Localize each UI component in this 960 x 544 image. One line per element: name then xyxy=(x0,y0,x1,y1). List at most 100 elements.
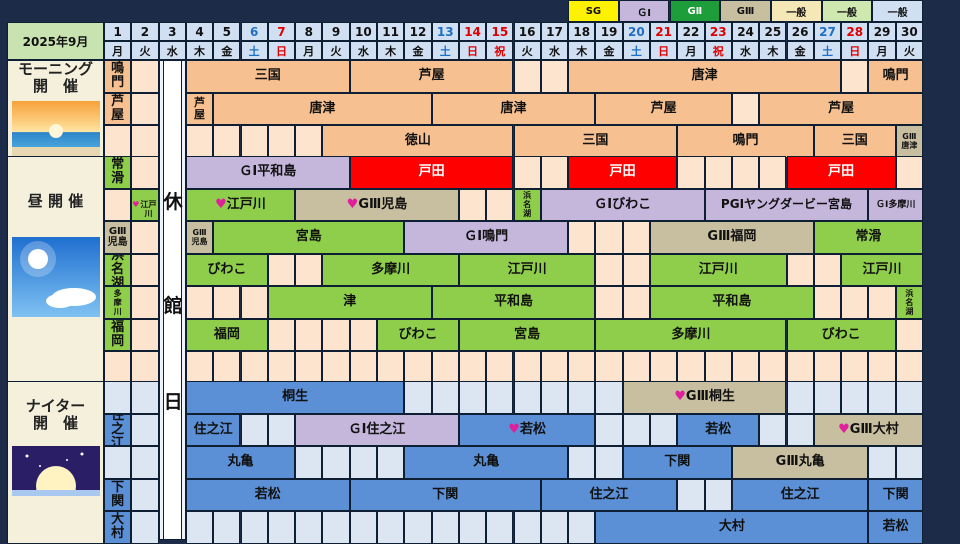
event-night-1-3[interactable]: ♥ 若松 xyxy=(458,413,596,446)
grid-cell xyxy=(322,446,350,479)
event-day-1-6[interactable]: ＧⅠ多摩川 xyxy=(868,188,923,221)
event-morning-1-1[interactable]: 芦 屋 xyxy=(185,92,214,125)
event-night-3-3[interactable]: 住之江 xyxy=(540,478,678,511)
event-morning-1-4[interactable]: 芦屋 xyxy=(595,92,732,125)
grid-cell xyxy=(267,351,296,384)
event-day-4-1[interactable]: 津 xyxy=(267,286,432,319)
day-number-21: 21 xyxy=(650,22,678,41)
event-morning-1-3[interactable]: 唐津 xyxy=(431,92,596,125)
event-night-0-1[interactable]: ♥ GⅢ桐生 xyxy=(622,381,787,414)
grid-cell xyxy=(568,511,596,544)
event-day-4-4[interactable]: 浜 名 湖 xyxy=(895,286,923,319)
event-day-1-5[interactable]: PGⅠヤングダービー宮島 xyxy=(704,188,869,221)
legend-item-6: 一般 xyxy=(872,0,923,22)
grid-cell xyxy=(568,381,596,414)
event-day-3-5[interactable]: 江戸川 xyxy=(841,253,923,286)
event-day-3-1[interactable]: びわこ xyxy=(185,253,268,286)
event-night-3-1[interactable]: 若松 xyxy=(185,478,350,511)
legend-item-4: 一般 xyxy=(770,0,822,22)
grid-cell xyxy=(759,413,787,446)
grid-cell xyxy=(431,351,459,384)
event-day-0-1[interactable]: ＧⅠ平和島 xyxy=(185,156,350,189)
event-day-0-3[interactable]: 戸田 xyxy=(568,156,678,189)
event-day-0-4[interactable]: 戸田 xyxy=(786,156,896,189)
event-night-2-1[interactable]: 丸亀 xyxy=(404,446,569,479)
grid-cell xyxy=(486,351,514,384)
event-night-3-0[interactable]: 下関 xyxy=(104,478,132,511)
event-day-2-4[interactable]: GⅢ福岡 xyxy=(650,221,814,254)
event-night-4-2[interactable]: 若松 xyxy=(868,511,923,544)
event-night-4-0[interactable]: 大村 xyxy=(104,511,132,544)
event-day-5-3[interactable]: 宮島 xyxy=(458,318,596,351)
event-day-5-4[interactable]: 多摩川 xyxy=(595,318,787,351)
weekday-12: 金 xyxy=(404,41,432,60)
event-day-5-0[interactable]: 福岡 xyxy=(104,318,132,351)
closed-day-char-0: 休 xyxy=(163,191,183,213)
event-morning-2-4[interactable]: GⅢ 唐津 xyxy=(895,125,923,158)
event-day-2-3[interactable]: ＧⅠ鳴門 xyxy=(404,221,569,254)
grid-cell xyxy=(131,156,159,189)
event-night-2-2[interactable]: 下関 xyxy=(622,446,732,479)
event-day-4-0[interactable]: 多 摩 川 xyxy=(104,286,132,319)
event-day-1-1[interactable]: ♥ 江戸川 xyxy=(185,188,296,221)
section-title-day: 昼 開 催 xyxy=(27,192,84,210)
event-morning-2-1[interactable]: 三国 xyxy=(513,125,678,158)
day-number-14: 14 xyxy=(458,22,487,41)
event-night-3-2[interactable]: 下関 xyxy=(349,478,541,511)
grid-cell xyxy=(349,351,377,384)
event-day-4-2[interactable]: 平和島 xyxy=(431,286,596,319)
event-night-1-2[interactable]: ＧⅠ住之江 xyxy=(295,413,459,446)
event-night-1-1[interactable]: 住之江 xyxy=(185,413,241,446)
event-day-2-2[interactable]: 宮島 xyxy=(213,221,405,254)
event-day-3-3[interactable]: 江戸川 xyxy=(458,253,596,286)
grid-cell xyxy=(568,351,596,384)
event-night-3-5[interactable]: 下関 xyxy=(868,478,923,511)
event-day-1-0[interactable]: ♥ 江戸川 xyxy=(131,188,159,221)
event-day-3-0[interactable]: 浜名湖 xyxy=(104,253,132,286)
event-morning-2-3[interactable]: 三国 xyxy=(813,125,896,158)
event-morning-0-2[interactable]: 芦屋 xyxy=(349,60,514,93)
grid-cell xyxy=(267,511,296,544)
event-morning-0-1[interactable]: 三国 xyxy=(185,60,350,93)
event-day-1-3[interactable]: 浜 名 湖 xyxy=(513,188,541,221)
event-day-2-5[interactable]: 常滑 xyxy=(813,221,923,254)
event-night-0-0[interactable]: 桐生 xyxy=(185,381,405,414)
event-morning-1-2[interactable]: 唐津 xyxy=(213,92,432,125)
day-number-17: 17 xyxy=(540,22,569,41)
event-day-5-5[interactable]: びわこ xyxy=(786,318,896,351)
event-morning-0-4[interactable]: 鳴門 xyxy=(868,60,923,93)
grid-cell xyxy=(622,286,650,319)
event-day-4-3[interactable]: 平和島 xyxy=(650,286,814,319)
grid-cell xyxy=(759,156,787,189)
grid-cell xyxy=(540,156,569,189)
event-day-0-2[interactable]: 戸田 xyxy=(349,156,514,189)
event-day-5-1[interactable]: 福岡 xyxy=(185,318,268,351)
event-night-1-5[interactable]: ♥ GⅢ大村 xyxy=(813,413,923,446)
event-day-3-2[interactable]: 多摩川 xyxy=(322,253,459,286)
event-morning-1-0[interactable]: 芦屋 xyxy=(104,92,132,125)
event-day-3-4[interactable]: 江戸川 xyxy=(650,253,787,286)
event-morning-0-3[interactable]: 唐津 xyxy=(568,60,842,93)
event-day-0-0[interactable]: 常滑 xyxy=(104,156,132,189)
event-day-2-0[interactable]: GⅢ児島 xyxy=(104,221,132,254)
event-night-1-0[interactable]: 住之江 xyxy=(104,413,132,446)
event-morning-1-5[interactable]: 芦屋 xyxy=(759,92,923,125)
event-night-3-4[interactable]: 住之江 xyxy=(731,478,869,511)
day-number-10: 10 xyxy=(349,22,377,41)
grid-cell xyxy=(131,60,159,93)
event-night-2-3[interactable]: GⅢ丸亀 xyxy=(731,446,869,479)
event-day-1-4[interactable]: ＧⅠびわこ xyxy=(540,188,705,221)
weekday-9: 火 xyxy=(322,41,350,60)
event-day-5-2[interactable]: びわこ xyxy=(377,318,459,351)
event-day-2-1[interactable]: GⅢ 児島 xyxy=(185,221,214,254)
event-night-4-1[interactable]: 大村 xyxy=(595,511,869,544)
day-number-27: 27 xyxy=(813,22,842,41)
event-day-1-2[interactable]: ♥ GⅢ児島 xyxy=(295,188,459,221)
event-morning-0-0[interactable]: 鳴門 xyxy=(104,60,132,93)
grid-cell xyxy=(486,511,514,544)
event-morning-2-0[interactable]: 徳山 xyxy=(322,125,514,158)
event-night-2-0[interactable]: 丸亀 xyxy=(185,446,296,479)
event-morning-2-2[interactable]: 鳴門 xyxy=(677,125,814,158)
event-night-1-4[interactable]: 若松 xyxy=(677,413,760,446)
day-number-5: 5 xyxy=(213,22,241,41)
